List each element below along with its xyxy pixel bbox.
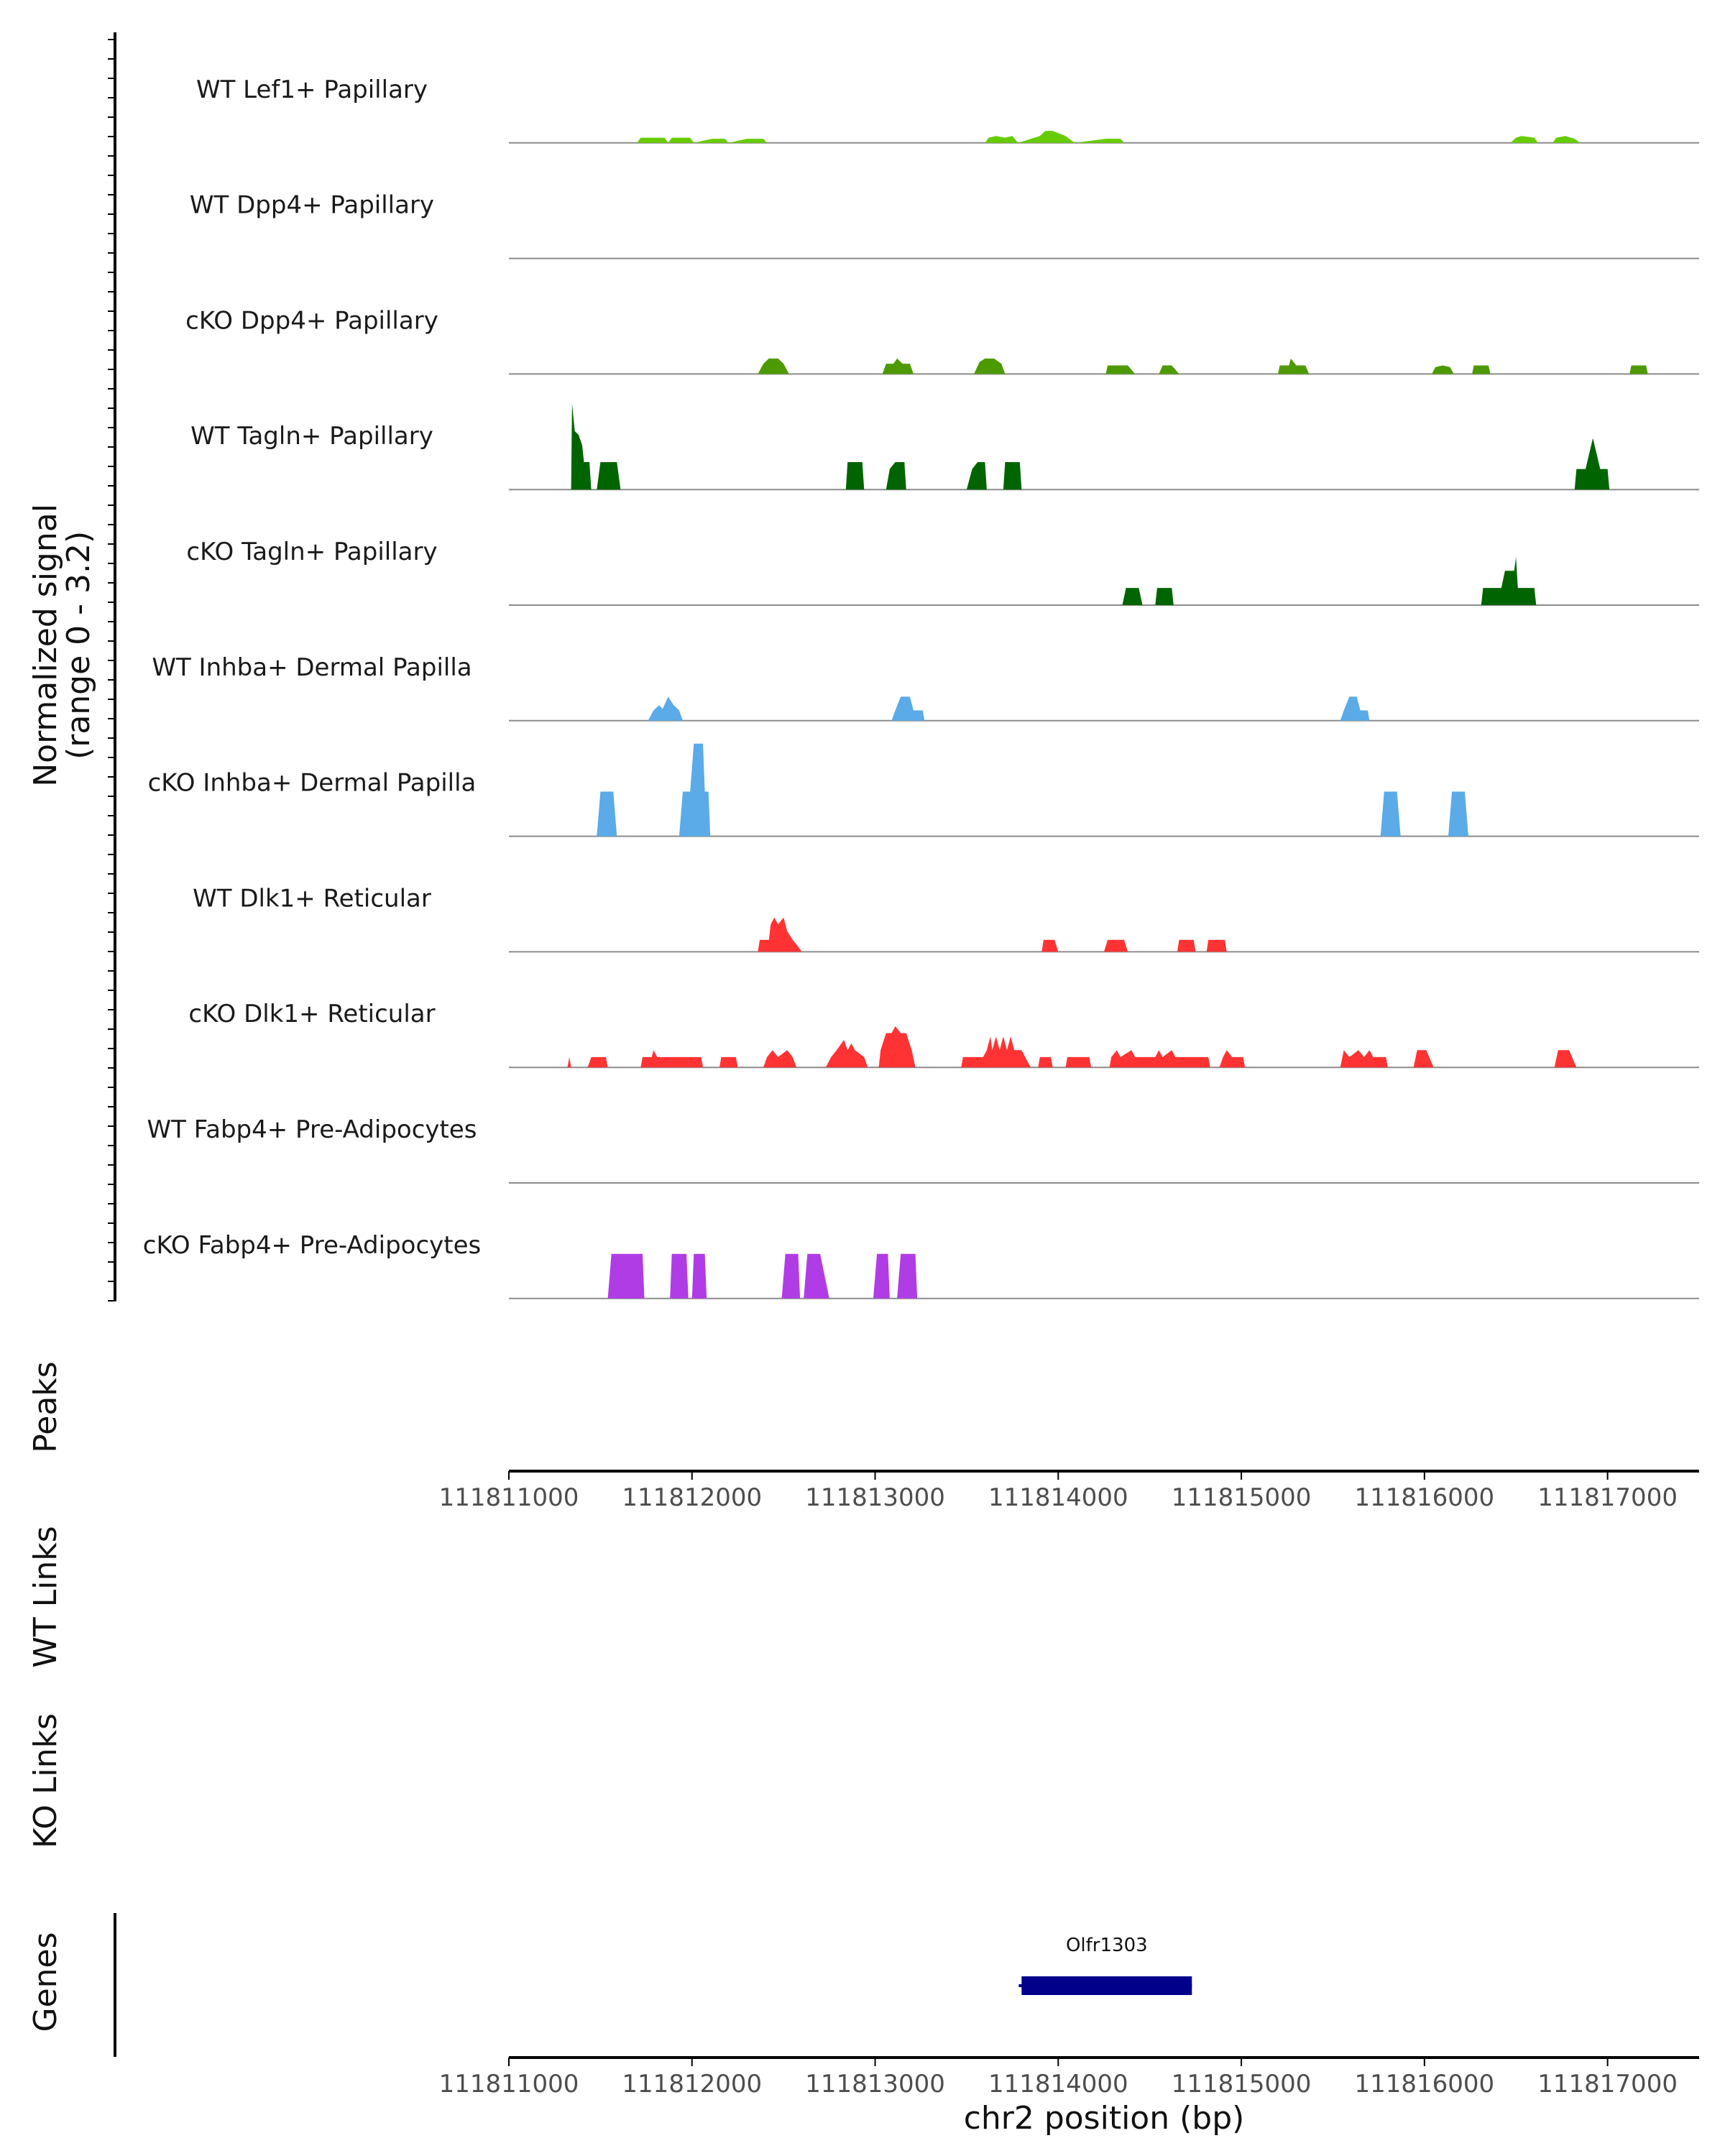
x-tick-label: 111812000 (622, 1483, 762, 1512)
side-label-genes: Genes (27, 1932, 64, 2032)
x-tick-label: 111812000 (622, 2070, 762, 2099)
track-label: cKO Dlk1+ Reticular (188, 1000, 435, 1028)
side-label-peaks: Peaks (27, 1361, 64, 1452)
track-label: WT Inhba+ Dermal Papilla (152, 653, 472, 682)
x-axis-title: chr2 position (bp) (964, 2100, 1245, 2137)
track-label: cKO Dpp4+ Papillary (185, 306, 438, 335)
track-label: WT Dpp4+ Papillary (190, 191, 434, 220)
track-label: WT Tagln+ Papillary (190, 422, 433, 451)
track-signal-area (571, 403, 1610, 490)
track-signal-area (648, 696, 1370, 721)
x-tick-label: 111811000 (439, 1483, 579, 1512)
track-signal-area (597, 743, 1468, 837)
y-axis-title-line: Normalized signal (27, 504, 64, 787)
side-label-ko-links: KO Links (27, 1713, 64, 1848)
gene-label: Olfr1303 (1066, 1935, 1148, 1956)
track-signal-area (637, 131, 1581, 143)
x-tick-label: 111815000 (1172, 2070, 1312, 2099)
side-label-wt-links: WT Links (27, 1526, 64, 1667)
x-tick-label: 111815000 (1172, 1483, 1312, 1512)
track-signal-area (567, 1026, 1577, 1068)
track-signal-area (758, 917, 1227, 952)
x-tick-label: 111816000 (1355, 1483, 1495, 1512)
track-label: WT Dlk1+ Reticular (193, 884, 431, 913)
track-signal-area (1122, 557, 1537, 605)
track-label: cKO Fabp4+ Pre-Adipocytes (143, 1231, 482, 1260)
x-tick-label: 111814000 (988, 2070, 1128, 2099)
track-label: cKO Tagln+ Papillary (186, 538, 437, 566)
track-signal-area (758, 358, 1648, 374)
track-label: WT Lef1+ Papillary (196, 75, 428, 104)
y-axis-title: Normalized signal(range 0 - 3.2) (27, 504, 97, 787)
x-tick-label: 111813000 (805, 1483, 945, 1512)
x-tick-label: 111817000 (1537, 1483, 1678, 1512)
track-signal-area (607, 1253, 918, 1299)
x-tick-label: 111813000 (805, 2070, 945, 2099)
x-tick-label: 111817000 (1537, 2070, 1678, 2099)
track-label: WT Fabp4+ Pre-Adipocytes (147, 1115, 477, 1144)
y-axis-title-line: (range 0 - 3.2) (60, 531, 97, 760)
x-tick-label: 111814000 (988, 1483, 1128, 1512)
x-tick-label: 111811000 (439, 2070, 579, 2099)
track-label: cKO Inhba+ Dermal Papilla (148, 769, 477, 798)
x-tick-label: 111816000 (1355, 2070, 1495, 2099)
